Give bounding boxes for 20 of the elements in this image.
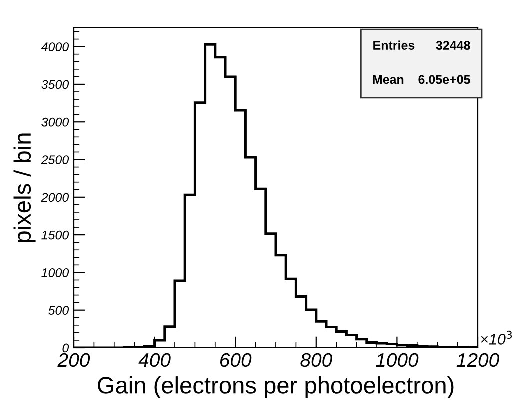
x-tick-label: 600: [220, 353, 252, 368]
y-tick-label: 3000: [42, 118, 70, 127]
y-tick-label: 2500: [41, 156, 70, 164]
x-tick-label: 400: [138, 353, 171, 368]
annotation: Mean 6.05e+05: [373, 75, 470, 84]
y-tick-label: 500: [48, 306, 70, 316]
y-tick-label: 1500: [42, 230, 70, 240]
text: ×10$^{3}$: [481, 330, 512, 345]
y-tick-label: 0: [62, 344, 70, 353]
y-tick-label: 2000: [41, 193, 70, 202]
x-tick-label: 800: [300, 353, 332, 368]
y-tick-label: 3500: [42, 80, 70, 90]
y-axis-title: pixels / bin: [14, 134, 36, 242]
y-tick-label: 1000: [42, 268, 70, 278]
x-tick-label: 1000: [376, 353, 419, 368]
y-tick-label: 4000: [41, 42, 70, 52]
x-axis-title: Gain (electrons per photoelectron): [98, 376, 454, 399]
x-tick-label: 1200: [456, 353, 500, 368]
x-tick-label: 200: [58, 353, 90, 368]
annotation: Entries 32448: [374, 40, 470, 50]
